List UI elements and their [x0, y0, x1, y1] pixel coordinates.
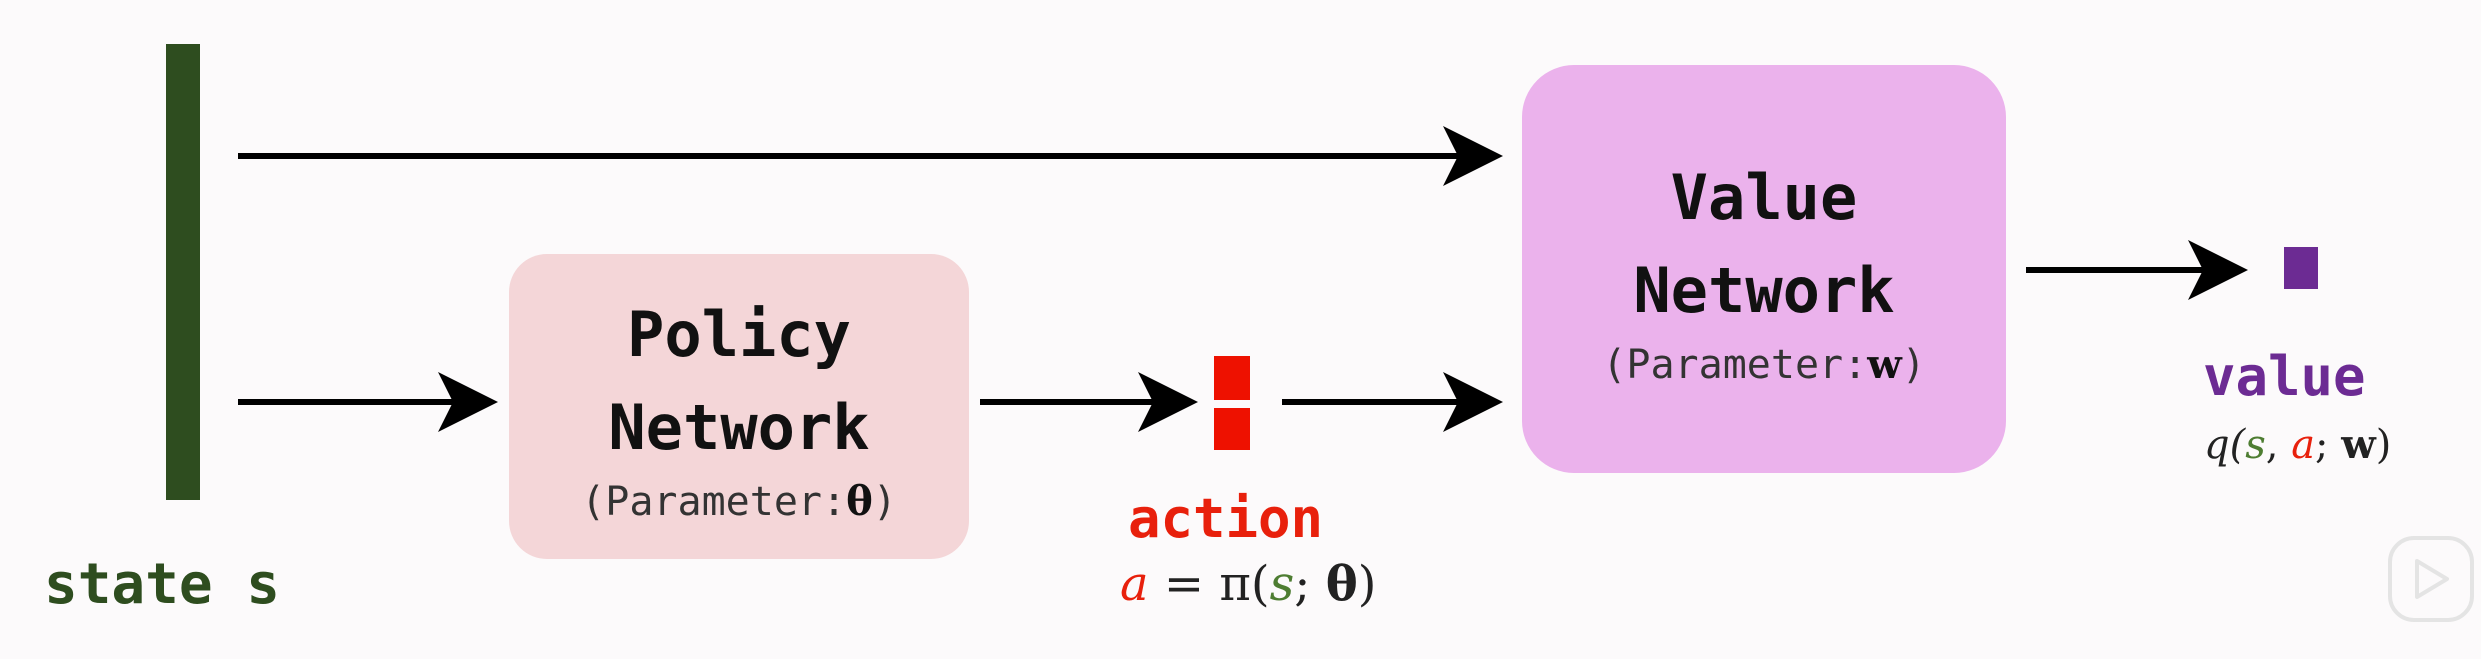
param-prefix: (Parameter: [581, 479, 847, 525]
play-button[interactable] [2388, 536, 2474, 622]
theta-symbol: θ [846, 478, 873, 525]
action-square-top [1214, 356, 1250, 400]
value-network-box: Value Network (Parameter:w) [1522, 65, 2006, 473]
value-network-title: Value Network [1633, 160, 1895, 327]
value-label: value [2203, 345, 2366, 408]
formula-theta: θ [1325, 556, 1358, 612]
formula-eq: = π( [1148, 556, 1270, 612]
policy-network-param: (Parameter:θ) [581, 478, 897, 525]
action-formula: a = π(s; θ) [1120, 556, 1376, 612]
formula-a: a [1120, 556, 1149, 612]
policy-network-box: Policy Network (Parameter:θ) [509, 254, 969, 559]
param-prefix: (Parameter: [1602, 341, 1868, 388]
state-vector-bar [166, 44, 200, 500]
policy-network-title: Policy Network [608, 298, 870, 464]
value-formula: q(s, a; w) [2204, 421, 2391, 468]
formula-s: s [1269, 556, 1295, 612]
w-symbol: w [1867, 340, 1902, 388]
value-output-square [2284, 247, 2318, 289]
formula-q: q( [2204, 422, 2246, 468]
play-icon [2415, 559, 2449, 599]
formula-close: ) [1357, 556, 1377, 612]
formula-sep: ; [1294, 556, 1326, 612]
param-suffix: ) [1901, 341, 1926, 388]
state-label: state s [44, 552, 281, 617]
formula-close: ) [2375, 422, 2392, 468]
action-square-bottom [1214, 408, 1250, 450]
formula-a: a [2291, 422, 2316, 468]
formula-s: s [2245, 422, 2266, 468]
param-suffix: ) [872, 479, 897, 525]
value-network-param: (Parameter:w) [1602, 341, 1925, 388]
formula-sep: ; [2315, 422, 2342, 468]
formula-w: w [2341, 421, 2376, 468]
action-label: action [1128, 487, 1324, 550]
formula-comma: , [2265, 422, 2292, 468]
